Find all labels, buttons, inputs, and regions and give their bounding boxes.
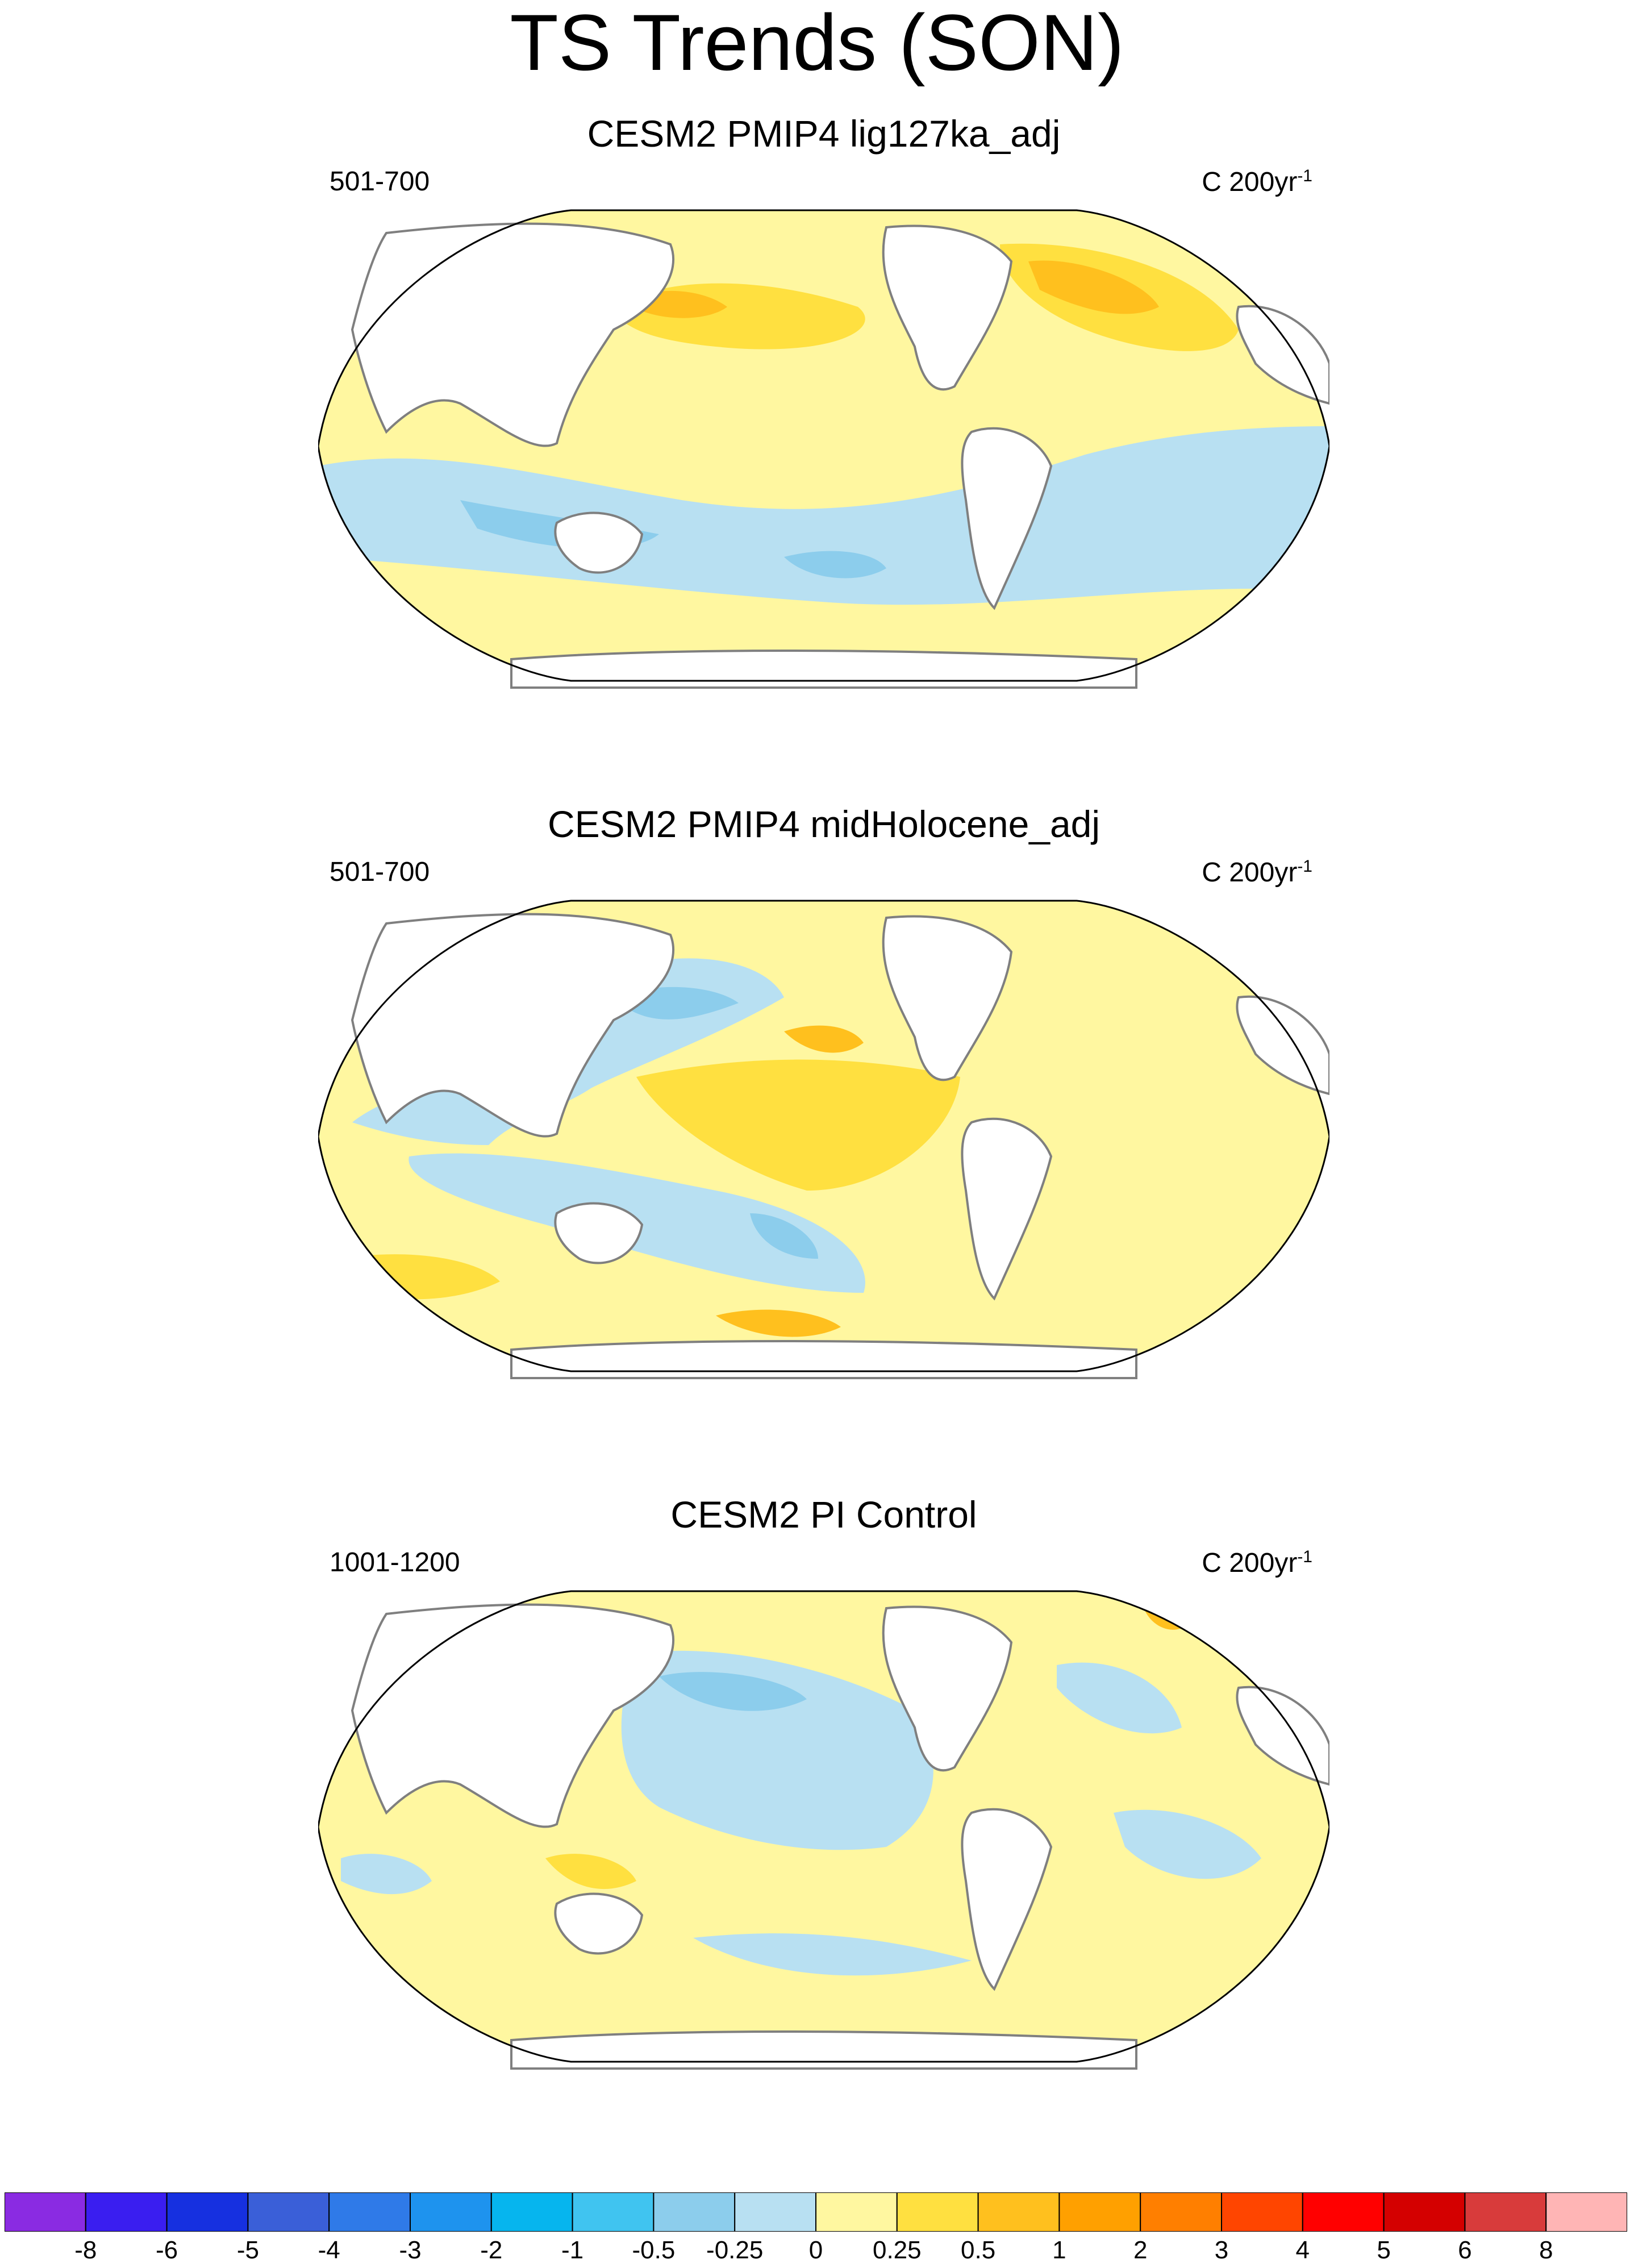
colorbar-tick-label: -2: [480, 2236, 503, 2264]
panel-units: C 200yr-1: [1202, 167, 1312, 197]
colorbar-box: [977, 2192, 1060, 2232]
colorbar-box: [734, 2192, 816, 2232]
figure-title: TS Trends (SON): [510, 0, 1124, 87]
map-border: [318, 209, 1329, 682]
colorbar-box: [896, 2192, 979, 2232]
colorbar-tick-label: 2: [1133, 2236, 1148, 2264]
colorbar-box: [1302, 2192, 1385, 2232]
map-border: [318, 900, 1329, 1372]
colorbar-box: [1140, 2192, 1222, 2232]
colorbar-tick-label: 5: [1377, 2236, 1391, 2264]
colorbar-tick-label: -3: [399, 2236, 422, 2264]
colorbar-box: [1545, 2192, 1627, 2232]
panel-units: C 200yr-1: [1202, 857, 1312, 888]
panel-title: CESM2 PI Control: [670, 1493, 977, 1535]
panel-title: CESM2 PMIP4 midHolocene_adj: [547, 803, 1101, 845]
colorbar-tick-label: 8: [1539, 2236, 1553, 2264]
colorbar-tick-label: 4: [1295, 2236, 1310, 2264]
colorbar-tick-label: 0.25: [872, 2236, 922, 2264]
colorbar-box: [85, 2192, 168, 2232]
colorbar-tick-label: -5: [236, 2236, 259, 2264]
panel-units: C 200yr-1: [1202, 1547, 1312, 1578]
panel-period: 501-700: [330, 857, 430, 887]
continents: [351, 222, 1329, 689]
colorbar-tick-label: -4: [318, 2236, 340, 2264]
world-map-midholocene: [318, 900, 1329, 1379]
colorbar-tick-label: -0.25: [706, 2236, 764, 2264]
world-map-lig127ka: [318, 209, 1329, 689]
continents: [351, 913, 1329, 1379]
colorbar: [5, 2192, 1627, 2232]
continents: [351, 1603, 1329, 2070]
map-panel-pi-control: CESM2 PI Control 1001-1200 C 200yr-1: [318, 1495, 1329, 2125]
panel-period: 1001-1200: [330, 1547, 460, 1578]
colorbar-box: [410, 2192, 492, 2232]
colorbar-tick-label: 0.5: [961, 2236, 996, 2264]
colorbar-box: [1464, 2192, 1547, 2232]
map-panel-lig127ka: CESM2 PMIP4 lig127ka_adj 501-700 C 200yr…: [318, 114, 1329, 744]
colorbar-tick-label: -1: [561, 2236, 584, 2264]
colorbar-tick-label: 3: [1214, 2236, 1229, 2264]
panel-title: CESM2 PMIP4 lig127ka_adj: [587, 113, 1061, 155]
colorbar-labels: -8 -6 -5 -4 -3 -2 -1 -0.5 -0.25 0 0.25 0.5 1 2 3 4 5 6 8: [5, 2236, 1627, 2268]
colorbar-box: [1383, 2192, 1466, 2232]
colorbar-tick-label: 1: [1052, 2236, 1066, 2264]
colorbar-box: [5, 2192, 86, 2232]
colorbar-box: [166, 2192, 249, 2232]
colorbar-tick-label: 6: [1458, 2236, 1472, 2264]
world-map-pi-control: [318, 1590, 1329, 2070]
colorbar-box: [490, 2192, 573, 2232]
colorbar-box: [572, 2192, 655, 2232]
colorbar-box: [1221, 2192, 1303, 2232]
colorbar-box: [653, 2192, 736, 2232]
colorbar-box: [328, 2192, 411, 2232]
map-panel-midholocene: CESM2 PMIP4 midHolocene_adj 501-700 C 20…: [318, 804, 1329, 1435]
panel-period: 501-700: [330, 167, 430, 197]
map-border: [318, 1590, 1329, 2063]
colorbar-tick-label: -8: [74, 2236, 97, 2264]
colorbar-tick-label: -0.5: [632, 2236, 676, 2264]
colorbar-tick-label: -6: [156, 2236, 178, 2264]
colorbar-box: [1058, 2192, 1141, 2232]
colorbar-box: [247, 2192, 330, 2232]
colorbar-tick-label: 0: [808, 2236, 823, 2264]
colorbar-box: [815, 2192, 898, 2232]
